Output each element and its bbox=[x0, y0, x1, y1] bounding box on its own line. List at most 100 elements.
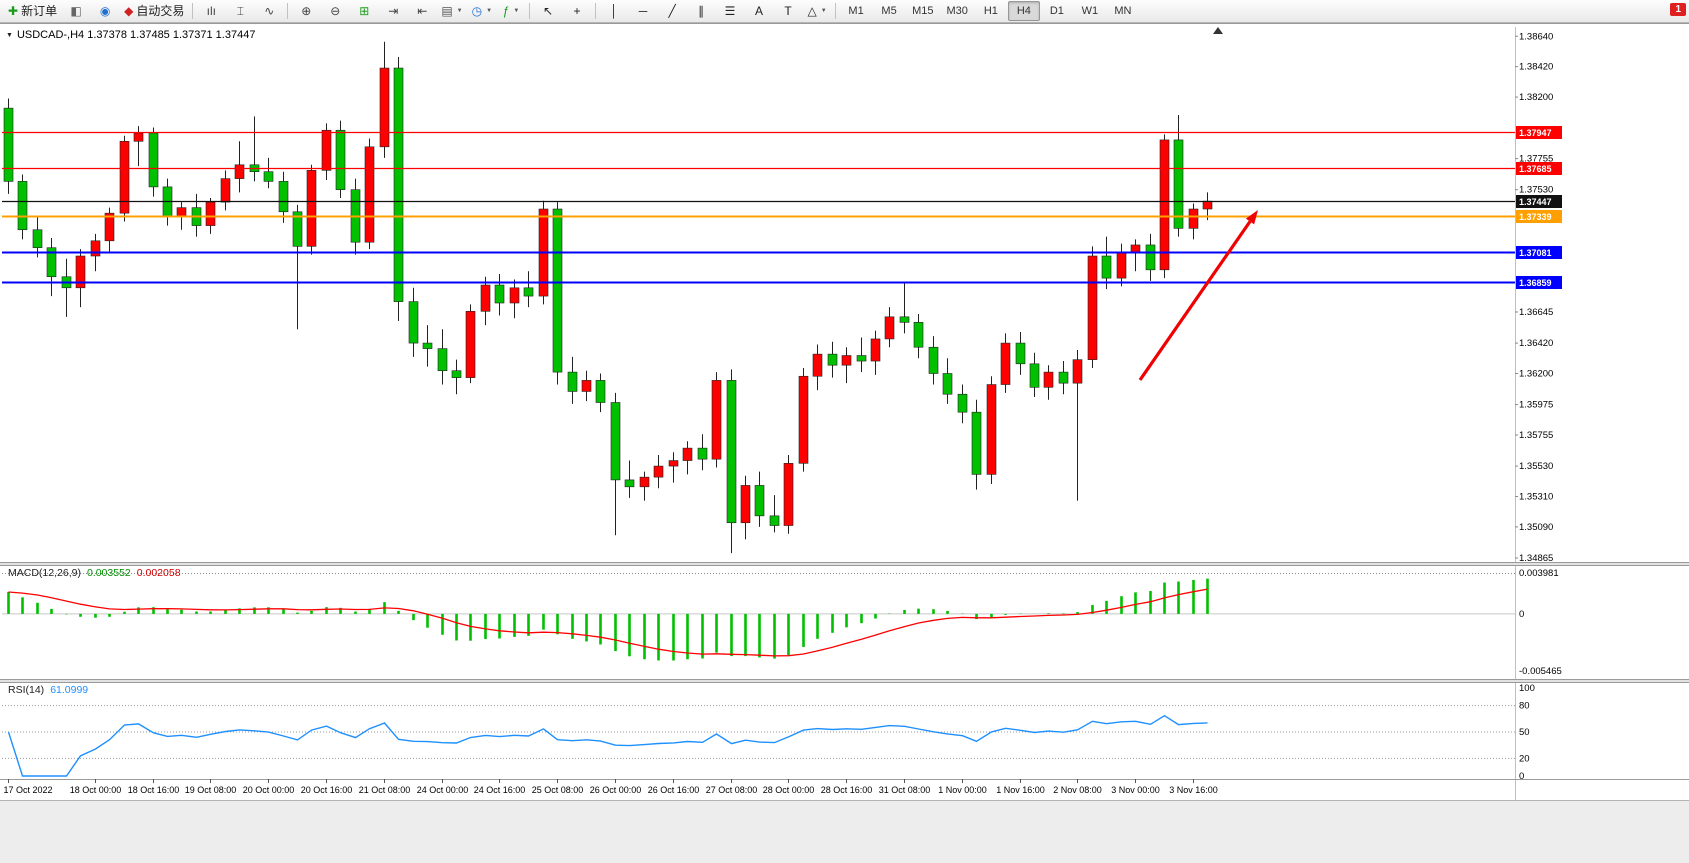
bull-candle bbox=[653, 465, 664, 478]
timeframe-mn-button[interactable]: MN bbox=[1114, 4, 1132, 17]
bull-candle bbox=[133, 132, 144, 142]
dropdown-caret-icon: ▼ bbox=[513, 8, 520, 14]
notification-badge[interactable]: 1 bbox=[1670, 3, 1686, 16]
profiles-button[interactable]: ◷ ▼ bbox=[468, 1, 496, 21]
time-axis-label: 18 Oct 16:00 bbox=[128, 785, 180, 795]
arrow-head bbox=[1245, 210, 1258, 225]
bear-candle bbox=[451, 370, 462, 378]
panel-separator[interactable] bbox=[0, 562, 1689, 566]
bull-candle bbox=[509, 287, 520, 304]
auto-scroll-icon: ⇥ bbox=[388, 4, 399, 18]
panel-separator[interactable] bbox=[0, 679, 1689, 683]
time-axis: 17 Oct 2022 18 Oct 00:00 18 Oct 16:00 19 Oc… bbox=[0, 779, 1689, 795]
bear-candle bbox=[567, 371, 578, 392]
bull-candle bbox=[90, 240, 101, 257]
bull-candle bbox=[465, 310, 476, 378]
bear-candle bbox=[1145, 244, 1156, 271]
shapes-button[interactable]: △ ▼ bbox=[803, 1, 831, 21]
bear-candle bbox=[335, 129, 346, 190]
auto-scroll-button[interactable]: ⇥ bbox=[379, 1, 407, 21]
bear-candle bbox=[523, 287, 534, 297]
time-axis-label: 26 Oct 00:00 bbox=[590, 785, 642, 795]
trend-arrow[interactable] bbox=[1138, 210, 1258, 381]
new-order-button-label: 新订单 bbox=[21, 4, 58, 18]
new-order-button[interactable]: ✚ 新订单 bbox=[4, 1, 61, 21]
time-axis-label: 18 Oct 00:00 bbox=[70, 785, 122, 795]
bull-candle bbox=[986, 384, 997, 475]
hline-objects[interactable]: 1.37947 1.37685 1.37447 1.37339 1.37081 1.368… bbox=[2, 126, 1562, 289]
bull-candle bbox=[480, 284, 491, 312]
autotrading-button[interactable]: ◆ 自动交易 bbox=[120, 1, 188, 21]
timeframe-m1-button[interactable]: M1 bbox=[848, 4, 864, 17]
rsi-axis-label: 50 bbox=[1519, 727, 1530, 738]
candlestick-chart-button[interactable]: ⌶ bbox=[226, 1, 254, 21]
chart-shift-marker[interactable] bbox=[1213, 27, 1223, 34]
vertical-line-button[interactable]: │ bbox=[600, 1, 628, 21]
bull-candle bbox=[364, 146, 375, 243]
bar-chart-button[interactable]: ılı bbox=[197, 1, 225, 21]
bull-candle bbox=[581, 380, 592, 392]
bear-candle bbox=[292, 211, 303, 247]
macd-axis-label: 0 bbox=[1519, 609, 1524, 620]
timeframe-m30-button[interactable]: M30 bbox=[946, 4, 968, 17]
time-axis-label: 28 Oct 16:00 bbox=[821, 785, 873, 795]
horizontal-line-button[interactable]: ─ bbox=[629, 1, 657, 21]
line-chart-icon: ∿ bbox=[264, 4, 275, 18]
text-label-button[interactable]: T bbox=[774, 1, 802, 21]
price-badge-text: 1.37081 bbox=[1519, 248, 1552, 258]
timeframe-m15-button[interactable]: M15 bbox=[912, 4, 934, 17]
price-axis-label: 1.35310 bbox=[1519, 491, 1553, 502]
bear-candle bbox=[1058, 371, 1069, 384]
price-axis-label: 1.38420 bbox=[1519, 62, 1553, 73]
timeframe-d1-button[interactable]: D1 bbox=[1049, 4, 1064, 17]
price-axis-label: 1.36420 bbox=[1519, 338, 1553, 349]
bear-candle bbox=[278, 181, 289, 213]
tile-windows-button[interactable]: ⊞ bbox=[350, 1, 378, 21]
line-chart-button[interactable]: ∿ bbox=[255, 1, 283, 21]
indicators-button[interactable]: ƒ ▼ bbox=[497, 1, 525, 21]
bull-candle bbox=[870, 338, 881, 362]
price-badge-text: 1.37947 bbox=[1519, 128, 1552, 138]
crosshair-icon: + bbox=[573, 4, 581, 18]
price-badge-text: 1.37339 bbox=[1519, 212, 1552, 222]
bull-candle bbox=[682, 447, 693, 461]
timeframe-h4-button[interactable]: H4 bbox=[1007, 1, 1040, 21]
data-window-button[interactable]: ◉ bbox=[91, 1, 119, 21]
dropdown-caret-icon: ▼ bbox=[456, 8, 463, 14]
trendline-button[interactable]: ╱ bbox=[658, 1, 686, 21]
chart-dropdown-icon[interactable]: ▼ bbox=[6, 31, 13, 39]
timeframe-h1-button[interactable]: H1 bbox=[983, 4, 998, 17]
bull-candle bbox=[220, 178, 231, 203]
timeframe-w1-button[interactable]: W1 bbox=[1081, 4, 1099, 17]
chart-window-button[interactable]: ◧ bbox=[62, 1, 90, 21]
new-chart-button[interactable]: ▤ ▼ bbox=[437, 1, 466, 21]
zoom-in-button[interactable]: ⊕ bbox=[292, 1, 320, 21]
price-axis-label: 1.34865 bbox=[1519, 553, 1553, 564]
macd-axis-label: 0.003981 bbox=[1519, 568, 1559, 579]
toolbar-separator bbox=[287, 3, 289, 19]
macd-name: MACD(12,26,9) bbox=[8, 567, 81, 579]
rsi-axis-label: 100 bbox=[1519, 683, 1535, 694]
time-axis-label: 25 Oct 08:00 bbox=[532, 785, 584, 795]
bull-candle bbox=[668, 460, 679, 467]
time-axis-label: 1 Nov 00:00 bbox=[938, 785, 987, 795]
text-button[interactable]: A bbox=[745, 1, 773, 21]
chart-canvas[interactable]: 1.37947 1.37685 1.37447 1.37339 1.37081 1.368… bbox=[0, 24, 1689, 863]
timeframe-m5-button[interactable]: M5 bbox=[881, 4, 897, 17]
crosshair-button[interactable]: + bbox=[563, 1, 591, 21]
time-axis-label: 24 Oct 00:00 bbox=[417, 785, 469, 795]
bull-candle bbox=[884, 316, 895, 340]
time-axis-label: 31 Oct 08:00 bbox=[879, 785, 931, 795]
chart-shift-button[interactable]: ⇤ bbox=[408, 1, 436, 21]
price-axis-label: 1.35530 bbox=[1519, 461, 1553, 472]
shapes-icon: △ bbox=[807, 4, 817, 18]
fibonacci-button[interactable]: ☰ bbox=[716, 1, 744, 21]
bear-candle bbox=[697, 447, 708, 460]
bar-chart-icon: ılı bbox=[206, 4, 216, 18]
zoom-out-button[interactable]: ⊖ bbox=[321, 1, 349, 21]
bear-candle bbox=[552, 208, 563, 373]
chart-shift-icon: ⇤ bbox=[417, 4, 428, 18]
cursor-button[interactable]: ↖ bbox=[534, 1, 562, 21]
channel-button[interactable]: ∥ bbox=[687, 1, 715, 21]
autotrading-icon: ◆ bbox=[124, 4, 134, 18]
